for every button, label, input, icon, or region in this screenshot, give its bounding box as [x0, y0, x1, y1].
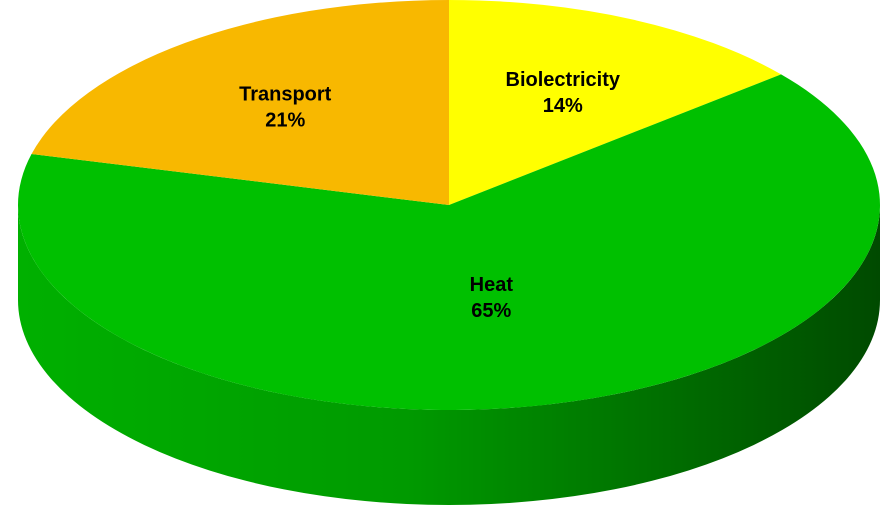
pie-slice	[17, 74, 880, 411]
category-label: Transport	[239, 84, 332, 106]
category-label: Biolectricity	[506, 69, 621, 91]
data-label: Transport 21%	[239, 84, 332, 132]
value-label: 65%	[471, 300, 511, 322]
data-label: Biolectricity 14%	[506, 69, 621, 117]
data-label: Heat 65%	[470, 274, 514, 322]
category-label: Heat	[470, 274, 514, 296]
value-label: 14%	[543, 95, 583, 117]
pie-slice	[31, 0, 450, 205]
value-label: 21%	[265, 110, 305, 132]
pie-side	[18, 205, 880, 505]
pie-slice	[449, 0, 782, 205]
